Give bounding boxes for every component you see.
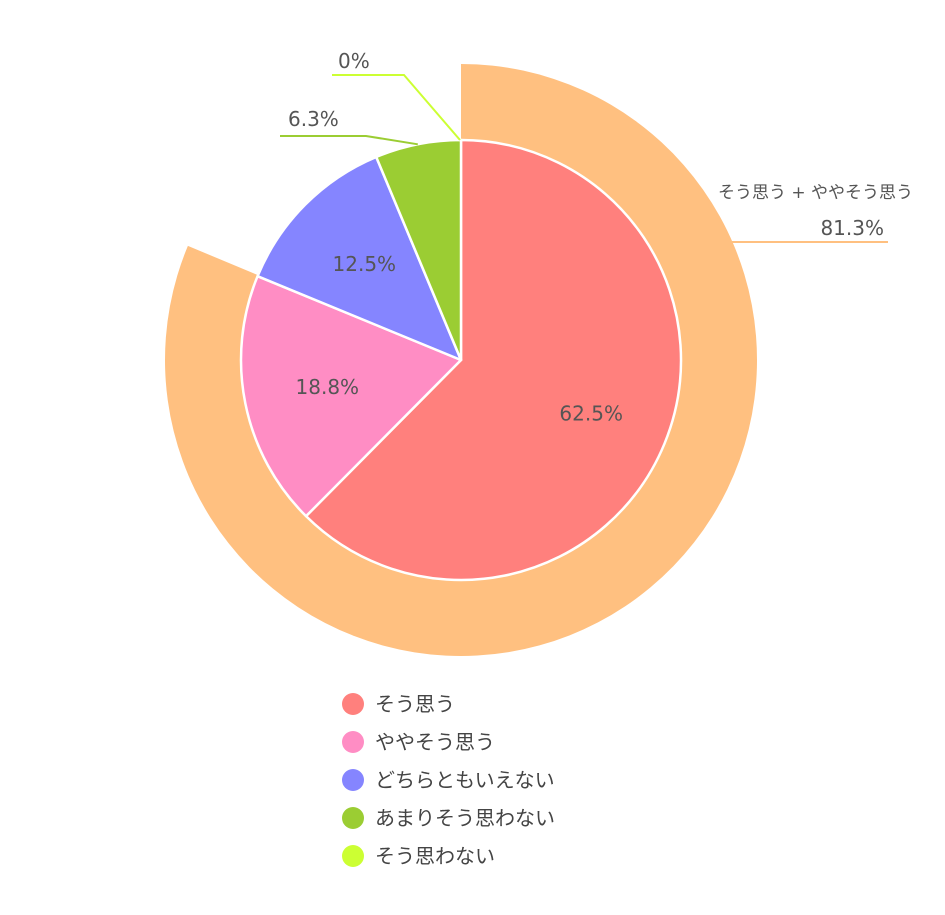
legend-label: そう思わない bbox=[375, 844, 495, 868]
legend-swatch bbox=[342, 769, 364, 791]
legend-swatch bbox=[342, 731, 364, 753]
legend-swatch bbox=[342, 807, 364, 829]
legend-swatch bbox=[342, 693, 364, 715]
inner-pie-layer bbox=[239, 138, 683, 582]
slice-yaya-sou-omou bbox=[239, 274, 463, 518]
slice-dochira-tomo bbox=[256, 155, 463, 362]
slice-label-sou-omou: 62.5% bbox=[559, 402, 623, 426]
slice-label-layer: 62.5% 18.8% 12.5% bbox=[296, 252, 623, 426]
slice-label-dochira-tomo: 12.5% bbox=[333, 252, 397, 276]
legend-label: ややそう思う bbox=[375, 730, 495, 754]
legend-swatch bbox=[342, 845, 364, 867]
slice-sou-omou bbox=[304, 138, 683, 582]
callout-label-sou-omowanai: 0% bbox=[338, 49, 370, 73]
callout-label-amari: 6.3% bbox=[288, 107, 339, 131]
callout-line-amari bbox=[280, 135, 418, 146]
callout-line-sou-omowanai bbox=[332, 74, 461, 141]
legend-label: そう思う bbox=[375, 692, 455, 716]
callout-value-outer: 81.3% bbox=[820, 216, 884, 240]
slice-label-yaya-sou-omou: 18.8% bbox=[296, 375, 360, 399]
callout-layer: 6.3% 0% そう思う + ややそう思う 81.3% bbox=[280, 49, 913, 243]
legend-label: どちらともいえない bbox=[375, 768, 555, 792]
legend-label: あまりそう思わない bbox=[375, 806, 555, 830]
callout-category-outer: そう思う + ややそう思う bbox=[718, 183, 913, 203]
